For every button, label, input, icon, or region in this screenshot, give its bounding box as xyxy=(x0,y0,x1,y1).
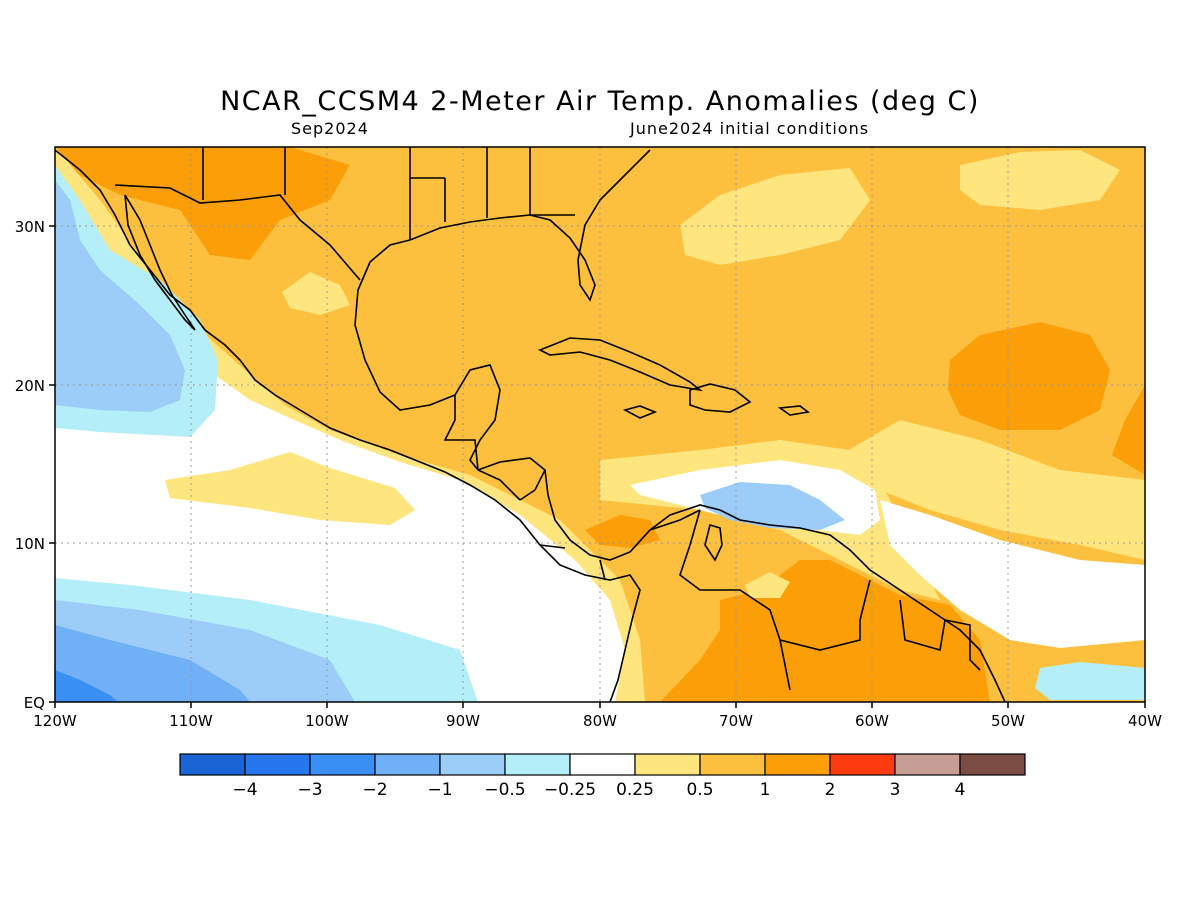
colorbar-swatch xyxy=(764,753,831,776)
cuba-outline xyxy=(538,337,703,392)
pacific-warm-patch xyxy=(165,452,415,525)
colorbar-swatch xyxy=(439,753,506,776)
init-conditions-label: June2024 initial conditions xyxy=(630,119,870,138)
lon-tick-label: 90W xyxy=(446,712,480,730)
lat-tick-label: 30N xyxy=(15,218,45,236)
hispaniola-outline xyxy=(689,383,752,413)
us-mexico-border xyxy=(114,184,361,281)
jamaica-outline xyxy=(622,405,658,419)
colorbar-label: −2 xyxy=(362,780,387,800)
lon-tick-label: 50W xyxy=(991,712,1025,730)
baja-california-coast xyxy=(124,194,196,331)
colorbar-swatch xyxy=(179,753,246,776)
lon-tick-label: 120W xyxy=(33,712,77,730)
pacific-cool-1 xyxy=(55,625,250,702)
colorbar-label: 4 xyxy=(955,780,966,800)
colorbar-label: 0.25 xyxy=(616,780,654,800)
mexico-pale-patch xyxy=(282,272,350,315)
lon-tick-label: 60W xyxy=(855,712,889,730)
axis-ticks xyxy=(49,225,1146,708)
atlantic-warm-1-east xyxy=(1112,385,1145,475)
colorbar-label: −4 xyxy=(232,780,257,800)
map-title: NCAR_CCSM4 2-Meter Air Temp. Anomalies (… xyxy=(220,86,980,117)
lon-tick-label: 100W xyxy=(305,712,349,730)
atlantic-warm-1 xyxy=(948,322,1110,430)
colorbar-swatch xyxy=(699,753,766,776)
colorbar-swatch xyxy=(504,753,571,776)
pacific-cool-2 xyxy=(55,670,118,702)
colorbar-label: 2 xyxy=(825,780,836,800)
gulf-of-mexico-coast xyxy=(354,239,501,471)
colorbar-label: 1 xyxy=(760,780,771,800)
lon-tick-label: 40W xyxy=(1128,712,1162,730)
lon-tick-labels: 120W 110W 100W 90W 80W 70W 60W 50W 40W xyxy=(33,712,1162,730)
pacific-mexico-coast xyxy=(55,149,641,702)
colorbar-swatch xyxy=(244,753,311,776)
colorbar-swatch xyxy=(959,753,1026,776)
colorbar-swatch xyxy=(894,753,961,776)
us-gulf-coast xyxy=(409,149,651,302)
colorbar-label: 0.5 xyxy=(686,780,713,800)
atlantic-pale-northeast xyxy=(960,150,1120,210)
colorbar-label: −3 xyxy=(297,780,322,800)
coastlines xyxy=(55,147,1006,702)
colorbar-swatch xyxy=(309,753,376,776)
south-america-warm-1 xyxy=(660,560,990,702)
colorbar-swatch xyxy=(569,753,636,776)
colorbar-swatch xyxy=(374,753,441,776)
valid-month-label: Sep2024 xyxy=(291,119,369,138)
colorbar-label: −1 xyxy=(427,780,452,800)
lon-tick-label: 110W xyxy=(169,712,213,730)
atlantic-neutral-south xyxy=(880,500,1145,648)
colorbar-label: −0.25 xyxy=(544,780,596,800)
central-america-borders xyxy=(443,395,981,691)
atlantic-cool-south xyxy=(1035,662,1145,700)
colorbar-swatch xyxy=(829,753,896,776)
lat-tick-label: 10N xyxy=(15,535,45,553)
lon-tick-label: 80W xyxy=(583,712,617,730)
lat-tick-labels: EQ 10N 20N 30N xyxy=(15,218,45,712)
lat-tick-label: EQ xyxy=(24,694,45,712)
puerto-rico-outline xyxy=(777,405,810,416)
us-state-lines xyxy=(202,147,575,240)
graticule xyxy=(55,147,1145,702)
venezuela-pale-patch xyxy=(745,572,790,598)
colorbar: −4 −3 −2 −1 −0.5 −0.25 0.25 0.5 1 2 3 4 xyxy=(179,753,1026,800)
atlantic-pale-north xyxy=(680,168,870,265)
atlantic-pale-south xyxy=(840,420,1145,560)
pacific-cool-05 xyxy=(55,180,185,412)
pacific-neutral-area xyxy=(55,180,625,702)
lat-tick-label: 20N xyxy=(15,377,45,395)
colorbar-label: −0.5 xyxy=(484,780,525,800)
lake-maracaibo-outline xyxy=(704,523,723,562)
lon-tick-label: 70W xyxy=(719,712,753,730)
colorbar-swatch xyxy=(634,753,701,776)
colorbar-label: 3 xyxy=(890,780,901,800)
